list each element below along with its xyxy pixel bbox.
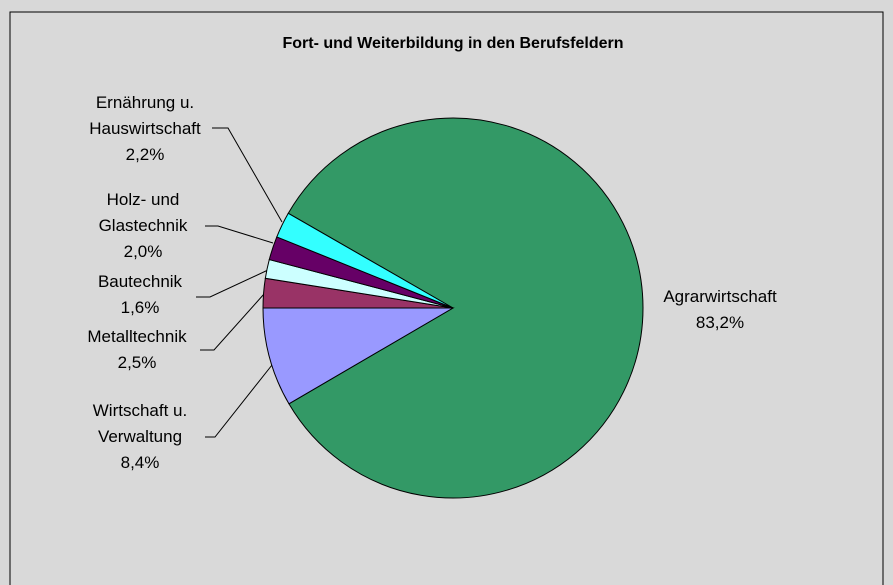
leader-line [205, 225, 274, 244]
leader-line [212, 127, 283, 223]
leader-line [196, 269, 269, 298]
slice-label: Wirtschaft u. Verwaltung [92, 401, 188, 446]
slice-value-label: 2,0% [123, 242, 163, 261]
pie-slice [276, 212, 454, 309]
pie-slice [262, 307, 455, 405]
leader-line [200, 293, 265, 351]
slice-label: Metalltechnik [87, 327, 187, 346]
slice-value-label: 2,5% [117, 353, 157, 372]
slice-label: Bautechnik [97, 272, 183, 291]
leader-line [205, 364, 273, 438]
chart-title: Fort- und Weiterbildung in den Berufsfel… [282, 35, 623, 52]
pie-slice [287, 117, 644, 499]
slice-value-label: 2,2% [125, 145, 165, 164]
slice-value-label: 83,2% [695, 313, 745, 332]
slice-value-label: 1,6% [120, 298, 160, 317]
slice-label: Ernährung u. Hauswirtschaft [89, 93, 201, 138]
slice-label: Holz- und Glastechnik [98, 190, 188, 235]
slice-label: Agrarwirtschaft [663, 287, 777, 306]
slice-value-label: 8,4% [120, 453, 160, 472]
